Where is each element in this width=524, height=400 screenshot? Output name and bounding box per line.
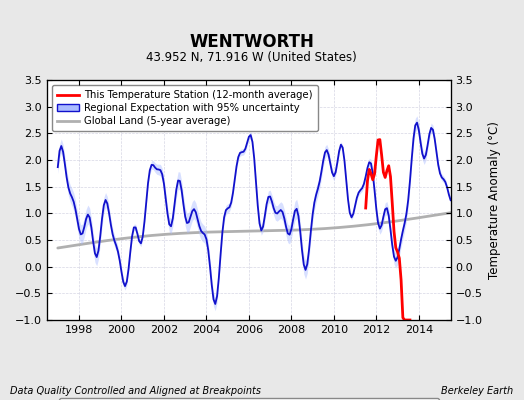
Text: 43.952 N, 71.916 W (United States): 43.952 N, 71.916 W (United States): [146, 52, 357, 64]
Text: Berkeley Earth: Berkeley Earth: [441, 386, 514, 396]
Text: WENTWORTH: WENTWORTH: [189, 33, 314, 51]
Text: Data Quality Controlled and Aligned at Breakpoints: Data Quality Controlled and Aligned at B…: [10, 386, 261, 396]
Y-axis label: Temperature Anomaly (°C): Temperature Anomaly (°C): [488, 121, 501, 279]
Legend: Station Move, Record Gap, Time of Obs. Change, Empirical Break: Station Move, Record Gap, Time of Obs. C…: [59, 398, 439, 400]
